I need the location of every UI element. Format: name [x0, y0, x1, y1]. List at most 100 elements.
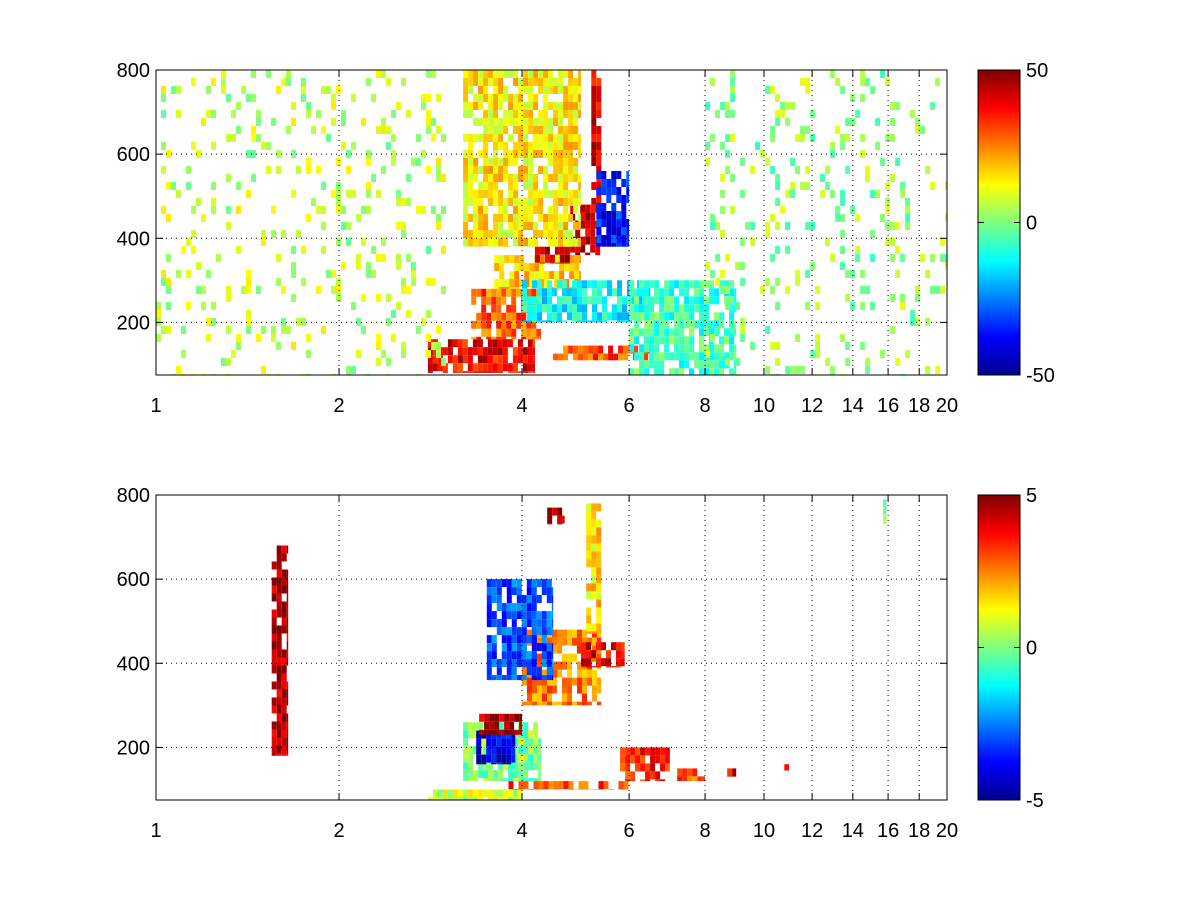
heatmap-cell [551, 595, 554, 604]
heatmap-cell [276, 278, 281, 286]
heatmap-cell [541, 635, 547, 644]
heatmap-cell [477, 347, 483, 356]
heatmap-cell [521, 619, 527, 628]
heatmap-cell [586, 551, 592, 560]
heatmap-cell [765, 158, 771, 166]
heatmap-cell [770, 166, 776, 174]
heatmap-cell [463, 182, 469, 190]
heatmap-cell [612, 312, 617, 321]
heatmap-cell [900, 294, 906, 302]
heatmap-cell [501, 619, 507, 628]
heatmap-cell [562, 288, 567, 297]
heatmap-cell [441, 246, 446, 254]
heatmap-cell [266, 166, 271, 174]
heatmap-cell [463, 214, 469, 222]
heatmap-cell [498, 142, 504, 150]
heatmap-cell [830, 190, 836, 198]
heatmap-cell [659, 312, 665, 321]
heatmap-cell [316, 166, 321, 174]
heatmap-cell [586, 519, 592, 528]
heatmap-cell [674, 280, 680, 289]
heatmap-cell [376, 358, 381, 366]
heatmap-cell [586, 511, 592, 520]
heatmap-cell [634, 368, 640, 375]
heatmap-cell [462, 355, 468, 364]
heatmap-cell [920, 254, 926, 262]
heatmap-cell [639, 288, 645, 297]
heatmap-cell [486, 603, 492, 612]
heatmap-cell [544, 246, 550, 255]
heatmap-cell [577, 304, 582, 313]
heatmap-cell [478, 198, 484, 206]
y-tick-label: 600 [117, 144, 150, 166]
heatmap-cell [592, 312, 597, 321]
heatmap-cell [689, 296, 695, 305]
heatmap-cell [431, 134, 436, 142]
heatmap-cell [573, 110, 579, 118]
heatmap-cell [865, 174, 871, 182]
heatmap-cell [436, 94, 441, 102]
heatmap-cell [476, 754, 482, 763]
heatmap-cell [554, 279, 560, 288]
heatmap-cell [527, 320, 532, 323]
heatmap-cell [291, 342, 296, 350]
heatmap-cell [532, 320, 537, 323]
heatmap-cell [552, 507, 558, 516]
heatmap-cell [513, 150, 519, 158]
heatmap-cell [527, 339, 533, 348]
heatmap-cell [441, 206, 446, 214]
heatmap-cell [553, 86, 559, 94]
heatmap-cell [527, 693, 532, 702]
heatmap-cell [468, 142, 474, 150]
heatmap-cell [486, 595, 492, 604]
heatmap-cell [606, 219, 612, 227]
heatmap-cell [271, 326, 276, 334]
heatmap-cell [491, 659, 497, 668]
heatmap-cell [271, 118, 276, 126]
heatmap-cell [689, 320, 695, 329]
heatmap-cell [729, 352, 735, 361]
heatmap-cell [406, 198, 411, 206]
heatmap-cell [578, 142, 581, 150]
heatmap-cell [488, 158, 494, 166]
heatmap-cell [271, 641, 277, 650]
heatmap-cell [910, 318, 916, 326]
heatmap-cell [643, 353, 649, 361]
heatmap-cell [582, 280, 587, 289]
heatmap-cell [226, 222, 231, 230]
heatmap-cell [528, 198, 534, 206]
heatmap-cell [301, 246, 306, 254]
heatmap-cell [351, 142, 356, 150]
heatmap-cell [496, 328, 502, 337]
heatmap-cell [573, 78, 579, 86]
heatmap-cell [840, 86, 846, 94]
heatmap-cell [431, 278, 436, 286]
heatmap-cell [544, 279, 550, 288]
heatmap-cell [532, 355, 535, 364]
heatmap-cell [597, 296, 602, 305]
heatmap-cell [488, 230, 494, 238]
heatmap-cell [488, 190, 494, 198]
heatmap-cell [547, 296, 552, 305]
x-tick-label: 8 [699, 395, 710, 417]
heatmap-cell [497, 347, 503, 356]
heatmap-cell [606, 658, 611, 667]
heatmap-cell [527, 363, 533, 372]
heatmap-cell [654, 352, 660, 361]
heatmap-cell [715, 278, 721, 286]
heatmap-cell [775, 118, 781, 126]
heatmap-cell [765, 366, 771, 374]
heatmap-cell [536, 627, 542, 636]
heatmap-cell [523, 102, 529, 110]
heatmap-cell [301, 94, 306, 102]
heatmap-cell [890, 326, 896, 334]
heatmap-cell [508, 230, 514, 238]
heatmap-cell [286, 585, 289, 594]
heatmap-cell [539, 263, 545, 272]
heatmap-cell [567, 701, 572, 706]
heatmap-cell [336, 198, 341, 206]
heatmap-cell [501, 288, 507, 297]
heatmap-cell [580, 220, 586, 229]
heatmap-cell [780, 102, 786, 110]
